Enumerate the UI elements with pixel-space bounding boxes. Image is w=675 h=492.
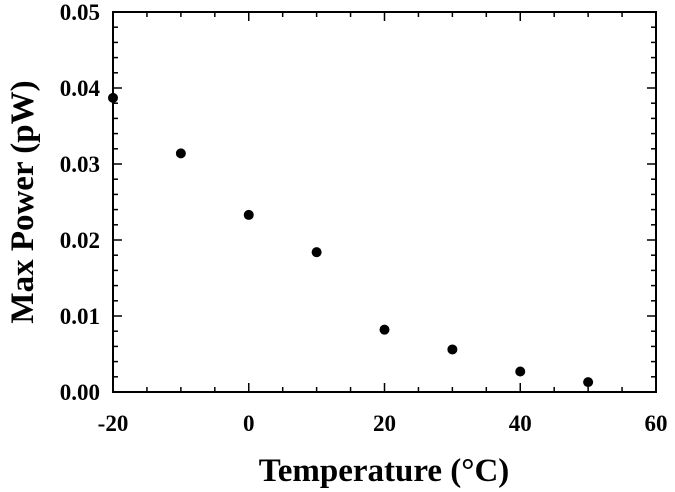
data-point [108, 92, 118, 103]
x-tick-label: -20 [98, 411, 129, 436]
tick-labels: -20 0 20 40 60 0.00 0.01 0.02 0.03 0.04 0.05 [60, 0, 668, 436]
x-tick-label: 0 [243, 411, 255, 436]
x-tick-label: 20 [373, 411, 396, 436]
y-axis-title: Max Power (pW) [5, 80, 41, 323]
data-point [447, 344, 458, 355]
data-point [379, 324, 390, 335]
data-point [583, 377, 594, 388]
y-tick-label: 0.05 [60, 0, 100, 25]
y-tick-label: 0.01 [60, 304, 100, 329]
y-tick-label: 0.04 [60, 76, 101, 101]
data-point [515, 366, 526, 377]
x-tick-label: 40 [509, 411, 532, 436]
data-point [311, 247, 322, 258]
y-tick-label: 0.00 [60, 380, 100, 405]
y-tick-label: 0.03 [60, 152, 100, 177]
plot-frame [112, 11, 657, 393]
x-tick-label: 60 [645, 411, 668, 436]
data-points [108, 92, 594, 388]
data-point [175, 148, 186, 159]
x-axis-title: Temperature (°C) [259, 453, 510, 489]
y-tick-label: 0.02 [60, 228, 100, 253]
data-point [243, 209, 254, 220]
axis-ticks [112, 11, 657, 393]
